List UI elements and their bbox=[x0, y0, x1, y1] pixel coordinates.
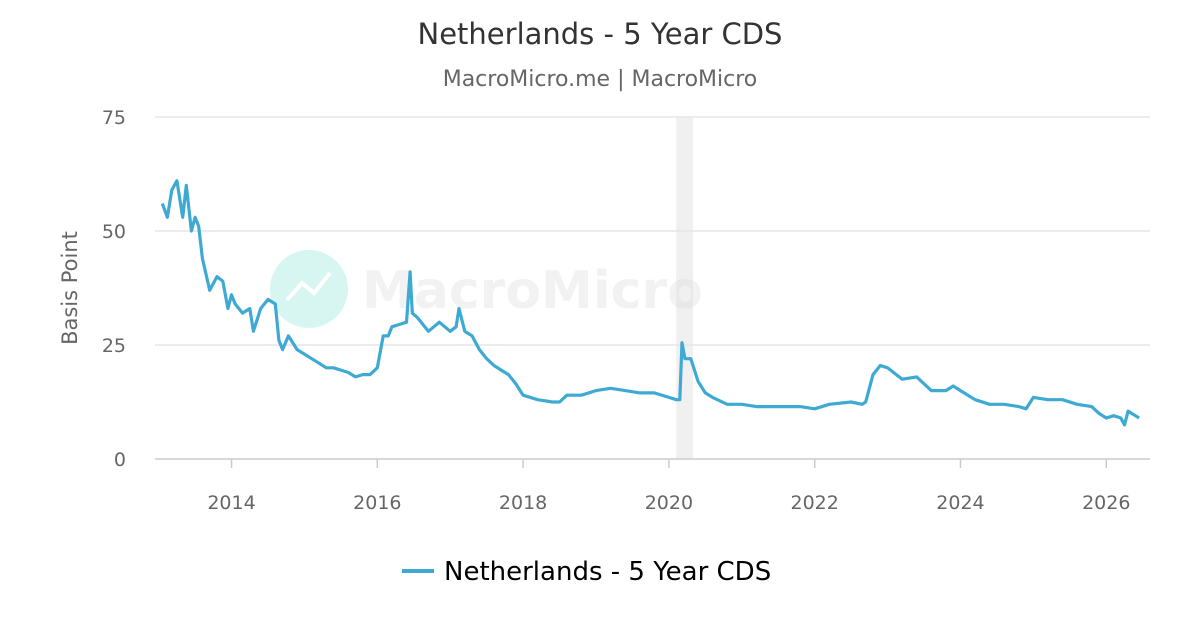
chart-title: Netherlands - 5 Year CDS bbox=[418, 17, 783, 51]
chart-subtitle: MacroMicro.me | MacroMicro bbox=[443, 67, 758, 92]
x-tick-label: 2026 bbox=[1082, 492, 1130, 514]
x-tick-label: 2024 bbox=[936, 492, 984, 514]
watermark-text: MacroMicro bbox=[362, 261, 703, 321]
x-tick-label: 2018 bbox=[499, 492, 547, 514]
y-tick-label: 0 bbox=[114, 449, 126, 471]
legend-label[interactable]: Netherlands - 5 Year CDS bbox=[444, 557, 771, 587]
x-tick-label: 2014 bbox=[207, 492, 255, 514]
watermark-chart-icon bbox=[285, 271, 332, 302]
x-axis-ticks: 2014 2016 2018 2020 2022 2024 2026 bbox=[207, 459, 1130, 514]
series-layer bbox=[160, 179, 1140, 427]
x-tick-label: 2016 bbox=[353, 492, 401, 514]
x-tick-label: 2022 bbox=[791, 492, 839, 514]
series-line[interactable] bbox=[160, 179, 1140, 427]
legend[interactable]: Netherlands - 5 Year CDS bbox=[402, 557, 771, 587]
y-axis-title: Basis Point bbox=[58, 231, 82, 345]
y-tick-label: 75 bbox=[102, 107, 126, 129]
x-tick-label: 2020 bbox=[645, 492, 693, 514]
y-tick-label: 25 bbox=[102, 335, 126, 357]
y-axis-ticks: 0 25 50 75 bbox=[102, 107, 126, 471]
watermark: MacroMicro bbox=[270, 250, 703, 328]
y-tick-label: 50 bbox=[102, 221, 126, 243]
grid-lines bbox=[155, 116, 1150, 346]
